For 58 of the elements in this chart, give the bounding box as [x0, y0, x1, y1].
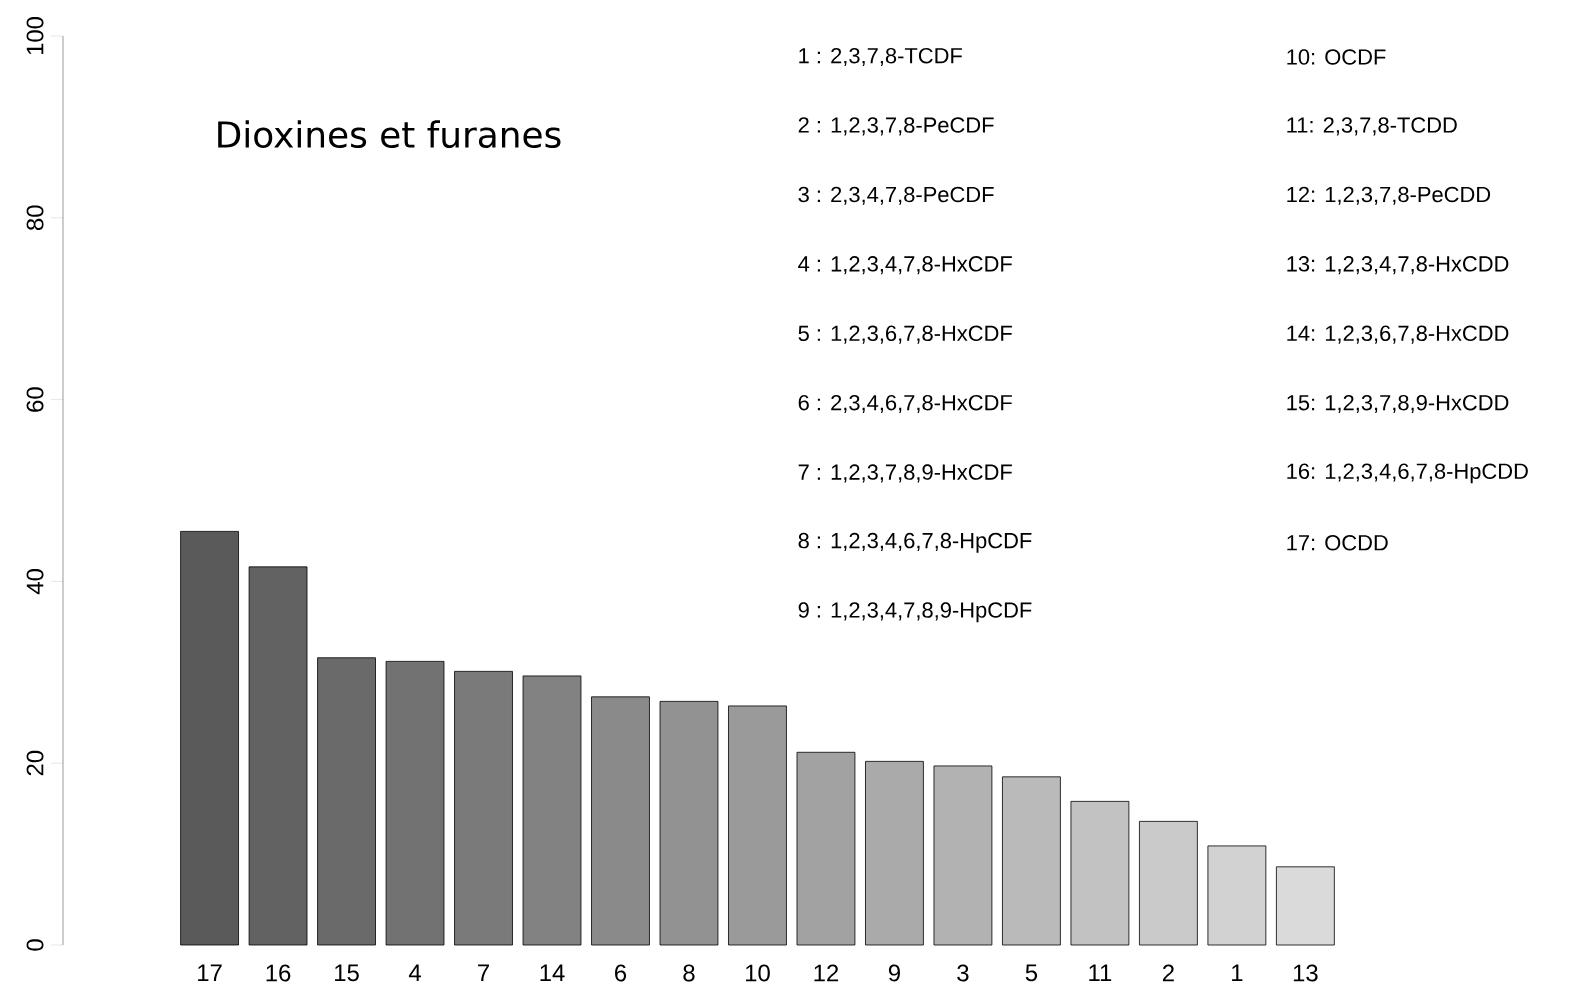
- x-tick-label: 14: [540, 964, 565, 981]
- bar: [522, 675, 582, 946]
- annotation: 3 : 2,3,4,7,8-PeCDF: [798, 186, 994, 205]
- annotation: 13: 1,2,3,4,7,8-HxCDD: [1287, 256, 1509, 275]
- bar: [180, 531, 239, 946]
- x-tick-label: 9: [888, 964, 900, 982]
- y-tick-label: 100: [26, 16, 44, 55]
- bar: [1276, 866, 1335, 946]
- annotation: 9 : 1,2,3,4,7,8,9-HpCDF: [798, 602, 1032, 623]
- annotation: 11: 2,3,7,8-TCDD: [1287, 117, 1457, 136]
- bar: [728, 705, 787, 946]
- x-tick-label: 3: [957, 964, 969, 982]
- bar: [865, 760, 924, 946]
- bar: [385, 660, 445, 946]
- annotation: 10: OCDF: [1287, 49, 1386, 65]
- x-tick-label: 8: [683, 964, 695, 982]
- x-tick-label: 6: [615, 964, 627, 982]
- annotation: 2 : 1,2,3,7,8-PeCDF: [798, 117, 994, 136]
- bar: [1002, 776, 1061, 946]
- x-tick-label: 2: [1162, 964, 1174, 982]
- bar: [1139, 820, 1198, 946]
- bar: [248, 566, 308, 946]
- bar: [1070, 800, 1130, 946]
- annotation: 4 : 1,2,3,4,7,8-HxCDF: [798, 256, 1012, 275]
- bar: [454, 670, 513, 946]
- x-tick-label: 15: [335, 964, 359, 982]
- x-tick-label: 16: [266, 964, 291, 982]
- y-tick-label: 20: [26, 750, 44, 776]
- x-tick-label: 13: [1293, 964, 1318, 982]
- x-tick-label: 4: [408, 964, 421, 981]
- x-tick-label: 17: [198, 964, 222, 981]
- bar: [659, 700, 719, 946]
- bar: [317, 657, 376, 946]
- y-tick-label: 80: [26, 205, 44, 231]
- bar: [591, 696, 650, 946]
- annotation: 5 : 1,2,3,6,7,8-HxCDF: [798, 325, 1012, 344]
- annotation: 6 : 2,3,4,6,7,8-HxCDF: [798, 394, 1012, 413]
- y-tick-label: 60: [26, 387, 44, 412]
- annotation: 15: 1,2,3,7,8,9-HxCDD: [1287, 394, 1509, 413]
- annotation: 7 : 1,2,3,7,8,9-HxCDF: [798, 464, 1012, 483]
- annotation: 12: 1,2,3,7,8-PeCDD: [1287, 186, 1491, 205]
- annotation: 1 : 2,3,7,8-TCDF: [799, 47, 962, 67]
- x-tick-label: 12: [814, 964, 839, 982]
- bar: [933, 765, 993, 946]
- x-tick-label: 7: [478, 964, 489, 981]
- y-tick-label: 0: [26, 939, 44, 951]
- x-tick-label: 5: [1025, 964, 1038, 982]
- x-tick-label: 10: [746, 964, 770, 982]
- x-tick-label: 1: [1232, 964, 1243, 981]
- text: Dioxines et furanes: [218, 120, 561, 149]
- bar: [1207, 845, 1267, 946]
- bar: [796, 751, 856, 946]
- annotation: 8 : 1,2,3,4,6,7,8-HpCDF: [798, 532, 1032, 553]
- annotation: 17: OCDD: [1287, 534, 1388, 551]
- y-tick-label: 40: [26, 569, 44, 595]
- annotation: 14: 1,2,3,6,7,8-HxCDD: [1287, 325, 1509, 344]
- x-tick-label: 11: [1089, 964, 1112, 981]
- annotation: 16: 1,2,3,4,6,7,8-HpCDD: [1287, 463, 1528, 484]
